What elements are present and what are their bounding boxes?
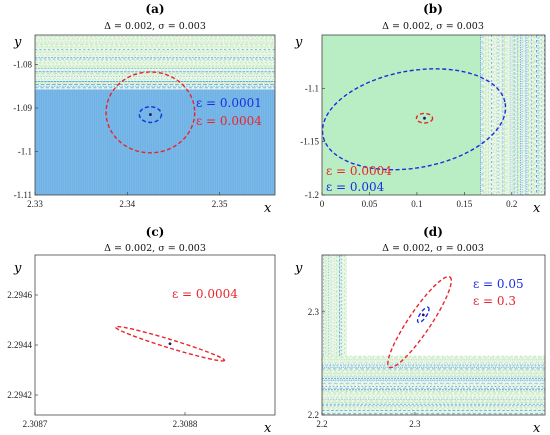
panel-b-xtick-label: 0.1 [411,199,422,209]
panel-c-title: (c) [146,225,165,239]
panel-a-xtick-label: 2.35 [212,199,228,209]
tick-layer: 2.33 2.34 2.35 -1.08 -1.09 -1.1 -1.11 0 0.05 0.1 0… [7,60,517,429]
panel-c-ytick-label: 2.2944 [7,340,32,350]
panel-b-legend-blue: ε = 0.004 [326,180,385,194]
panel-a-ellipse-red [105,71,196,154]
panel-d-ytick-label: 2.2 [308,410,319,420]
panel-b-xtick-label: 0.2 [506,199,517,209]
panel-b-ytick-label: -1.1 [305,83,319,93]
panel-a-xtick-label: 2.33 [27,199,43,209]
panel-c-subtitle: Δ = 0.002, σ = 0.003 [104,243,206,254]
panel-d-ytick-label: 2.3 [308,307,320,317]
panel-a-ytick-label: -1.08 [13,60,32,70]
panel-a-xtick-label: 2.34 [119,199,135,209]
panel-a-legend-blue: ε = 0.0001 [196,96,262,110]
panel-b-xtick-label: 0.15 [456,199,472,209]
panel-b-ellipse-red [415,112,434,124]
panel-b-solid-region [322,35,481,195]
panel-b-ylabel: y [294,35,303,50]
panel-b-legend-red: ε = 0.0004 [326,164,392,178]
panel-b-xtick-label: 0 [320,199,325,209]
ellipse-layer [105,68,507,369]
panel-d-frame [321,254,546,416]
panel-c-frame [34,254,276,416]
panel-b-xtick-label: 0.05 [362,199,378,209]
panel-c-xtick-label: 2.3087 [23,419,48,429]
panel-d-title: (d) [423,225,443,239]
panel-d-ellipse-red [387,275,453,369]
panel-d-legend-red: ε = 0.3 [473,294,516,308]
panel-c-ytick-label: 2.2946 [7,290,32,300]
panel-c-attractor-point [168,342,172,346]
panel-a-ytick-label: -1.11 [14,190,32,200]
panel-d-legend-blue: ε = 0.05 [473,277,524,291]
panel-b-regions [322,35,545,195]
panel-d-ellipse-blue [416,306,430,324]
panel-d-xtick-label: 2.3 [409,419,421,429]
panel-a-ytick-label: -1.09 [13,103,32,113]
panel-c-xtick-label: 2.3088 [173,419,198,429]
panel-a-ytick-label: -1.1 [18,147,32,157]
panel-b-title: (b) [423,2,443,16]
panel-b-attractor-point [423,116,426,120]
panel-b-ellipse-blue [321,68,507,171]
panel-b-frame [321,34,546,196]
panel-a-legend-red: ε = 0.0004 [196,114,262,128]
panel-b-ytick-label: -1.2 [305,190,319,200]
panel-d-regions [322,255,545,415]
data-regions [35,35,545,415]
panel-a-ylabel: y [13,35,22,50]
panel-b-ytick-label: -1.15 [300,137,319,147]
panel-d-attractor-point [421,313,425,317]
panel-d-ylabel: y [294,261,303,276]
panel-b-xlabel: x [533,201,541,216]
panel-c-ellipse-red [114,325,226,362]
panel-a-xlabel: x [264,201,272,216]
panel-a-subtitle: Δ = 0.002, σ = 0.003 [104,21,206,32]
panel-a-frame [34,34,276,196]
panel-d-subtitle: Δ = 0.002, σ = 0.003 [382,243,484,254]
panel-d-xlabel: x [533,421,541,435]
panel-c-ytick-label: 2.2942 [7,390,32,400]
panel-c-ylabel: y [13,261,22,276]
panel-a-title: (a) [145,2,164,16]
panel-a-ellipse-blue [138,106,163,124]
panel-b-subtitle: Δ = 0.002, σ = 0.003 [382,21,484,32]
panel-c-xlabel: x [264,421,272,435]
panel-d-xtick-label: 2.2 [316,419,327,429]
panel-a-attractor-point [148,113,152,116]
panel-c-legend-red: ε = 0.0004 [172,287,238,301]
